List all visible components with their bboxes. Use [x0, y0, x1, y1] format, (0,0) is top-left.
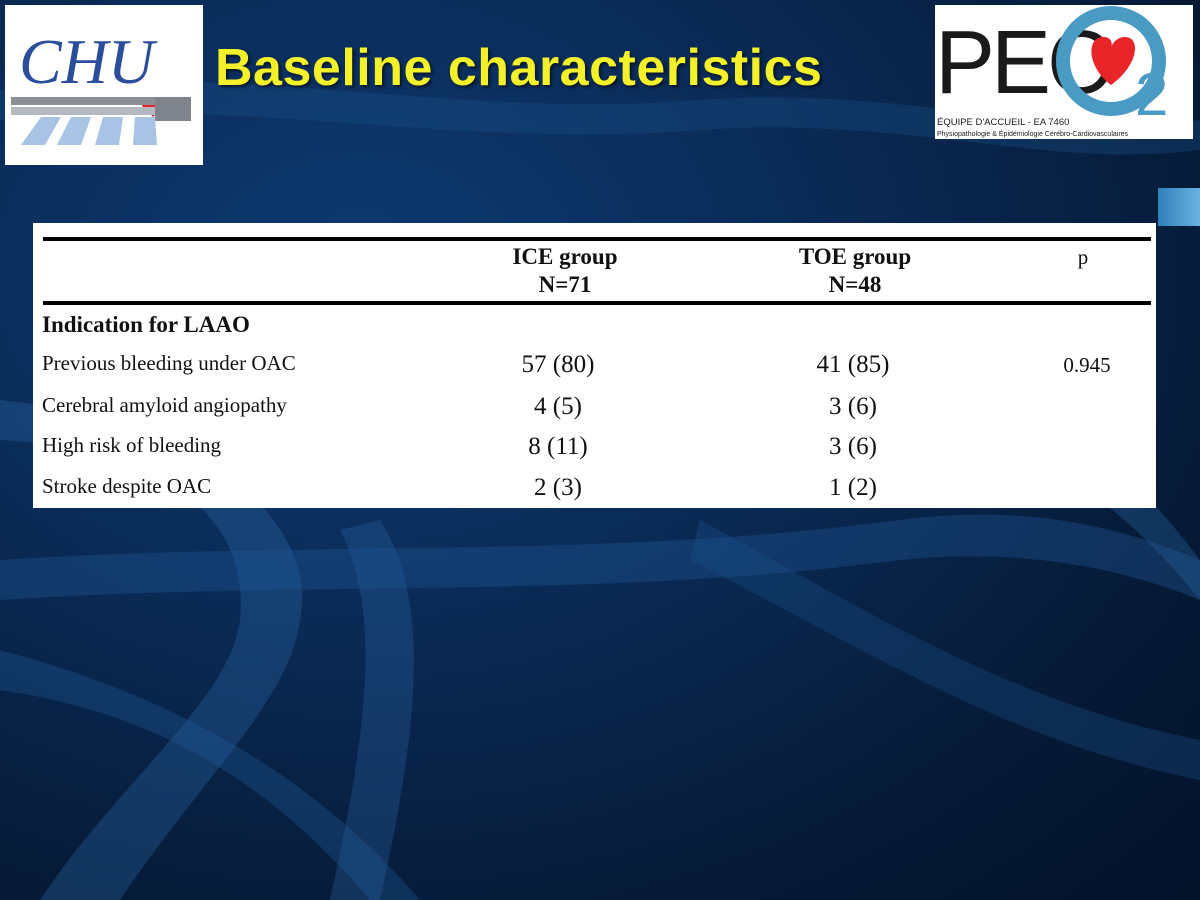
row-label: High risk of bleeding	[42, 433, 222, 457]
row-label: Stroke despite OAC	[42, 474, 212, 498]
row-label: Previous bleeding under OAC	[42, 351, 296, 375]
toe-value: 1 (2)	[829, 474, 877, 501]
pec2-subtitle-line: Physiopathologie & Épidémiologie Cérébro…	[937, 129, 1129, 138]
column-header-ice-name: ICE group	[512, 244, 618, 269]
chu-logo-graphic: CHU	[11, 26, 191, 145]
column-header-toe: TOE group N=48	[755, 243, 955, 299]
slide-title: Baseline characteristics	[215, 39, 823, 97]
table-header-rule	[43, 301, 1151, 305]
baseline-table: ICE group N=71 TOE group N=48 p Indicati…	[33, 223, 1156, 508]
column-header-toe-n: N=48	[828, 272, 882, 297]
table-top-rule	[43, 237, 1151, 241]
column-header-p: p	[1077, 245, 1089, 269]
toe-value: 41 (85)	[816, 351, 890, 378]
section-title: Indication for LAAO	[42, 312, 250, 337]
pec2-logo: PEC 2 ÉQUIPE D'ACCUEIL - EA 7460 Physiop…	[935, 5, 1193, 139]
pec2-logo-graphic: PEC 2 ÉQUIPE D'ACCUEIL - EA 7460 Physiop…	[935, 6, 1168, 138]
column-header-ice-n: N=71	[538, 272, 592, 297]
ice-value: 4 (5)	[534, 393, 582, 420]
pec2-team-line: ÉQUIPE D'ACCUEIL - EA 7460	[937, 117, 1069, 128]
ice-value: 2 (3)	[534, 474, 582, 501]
column-header-ice: ICE group N=71	[465, 243, 665, 299]
ice-value: 8 (11)	[528, 433, 588, 460]
column-header-toe-name: TOE group	[798, 244, 912, 269]
edge-accent-bar	[1158, 188, 1200, 226]
row-label: Cerebral amyloid angiopathy	[42, 393, 287, 417]
toe-value: 3 (6)	[829, 393, 877, 420]
chu-logo-text: CHU	[19, 26, 158, 97]
toe-value: 3 (6)	[829, 433, 877, 460]
chu-logo: CHU	[5, 5, 203, 165]
ice-value: 57 (80)	[521, 351, 595, 378]
p-value: 0.945	[1063, 353, 1111, 377]
pec2-logo-digit: 2	[1135, 61, 1168, 128]
